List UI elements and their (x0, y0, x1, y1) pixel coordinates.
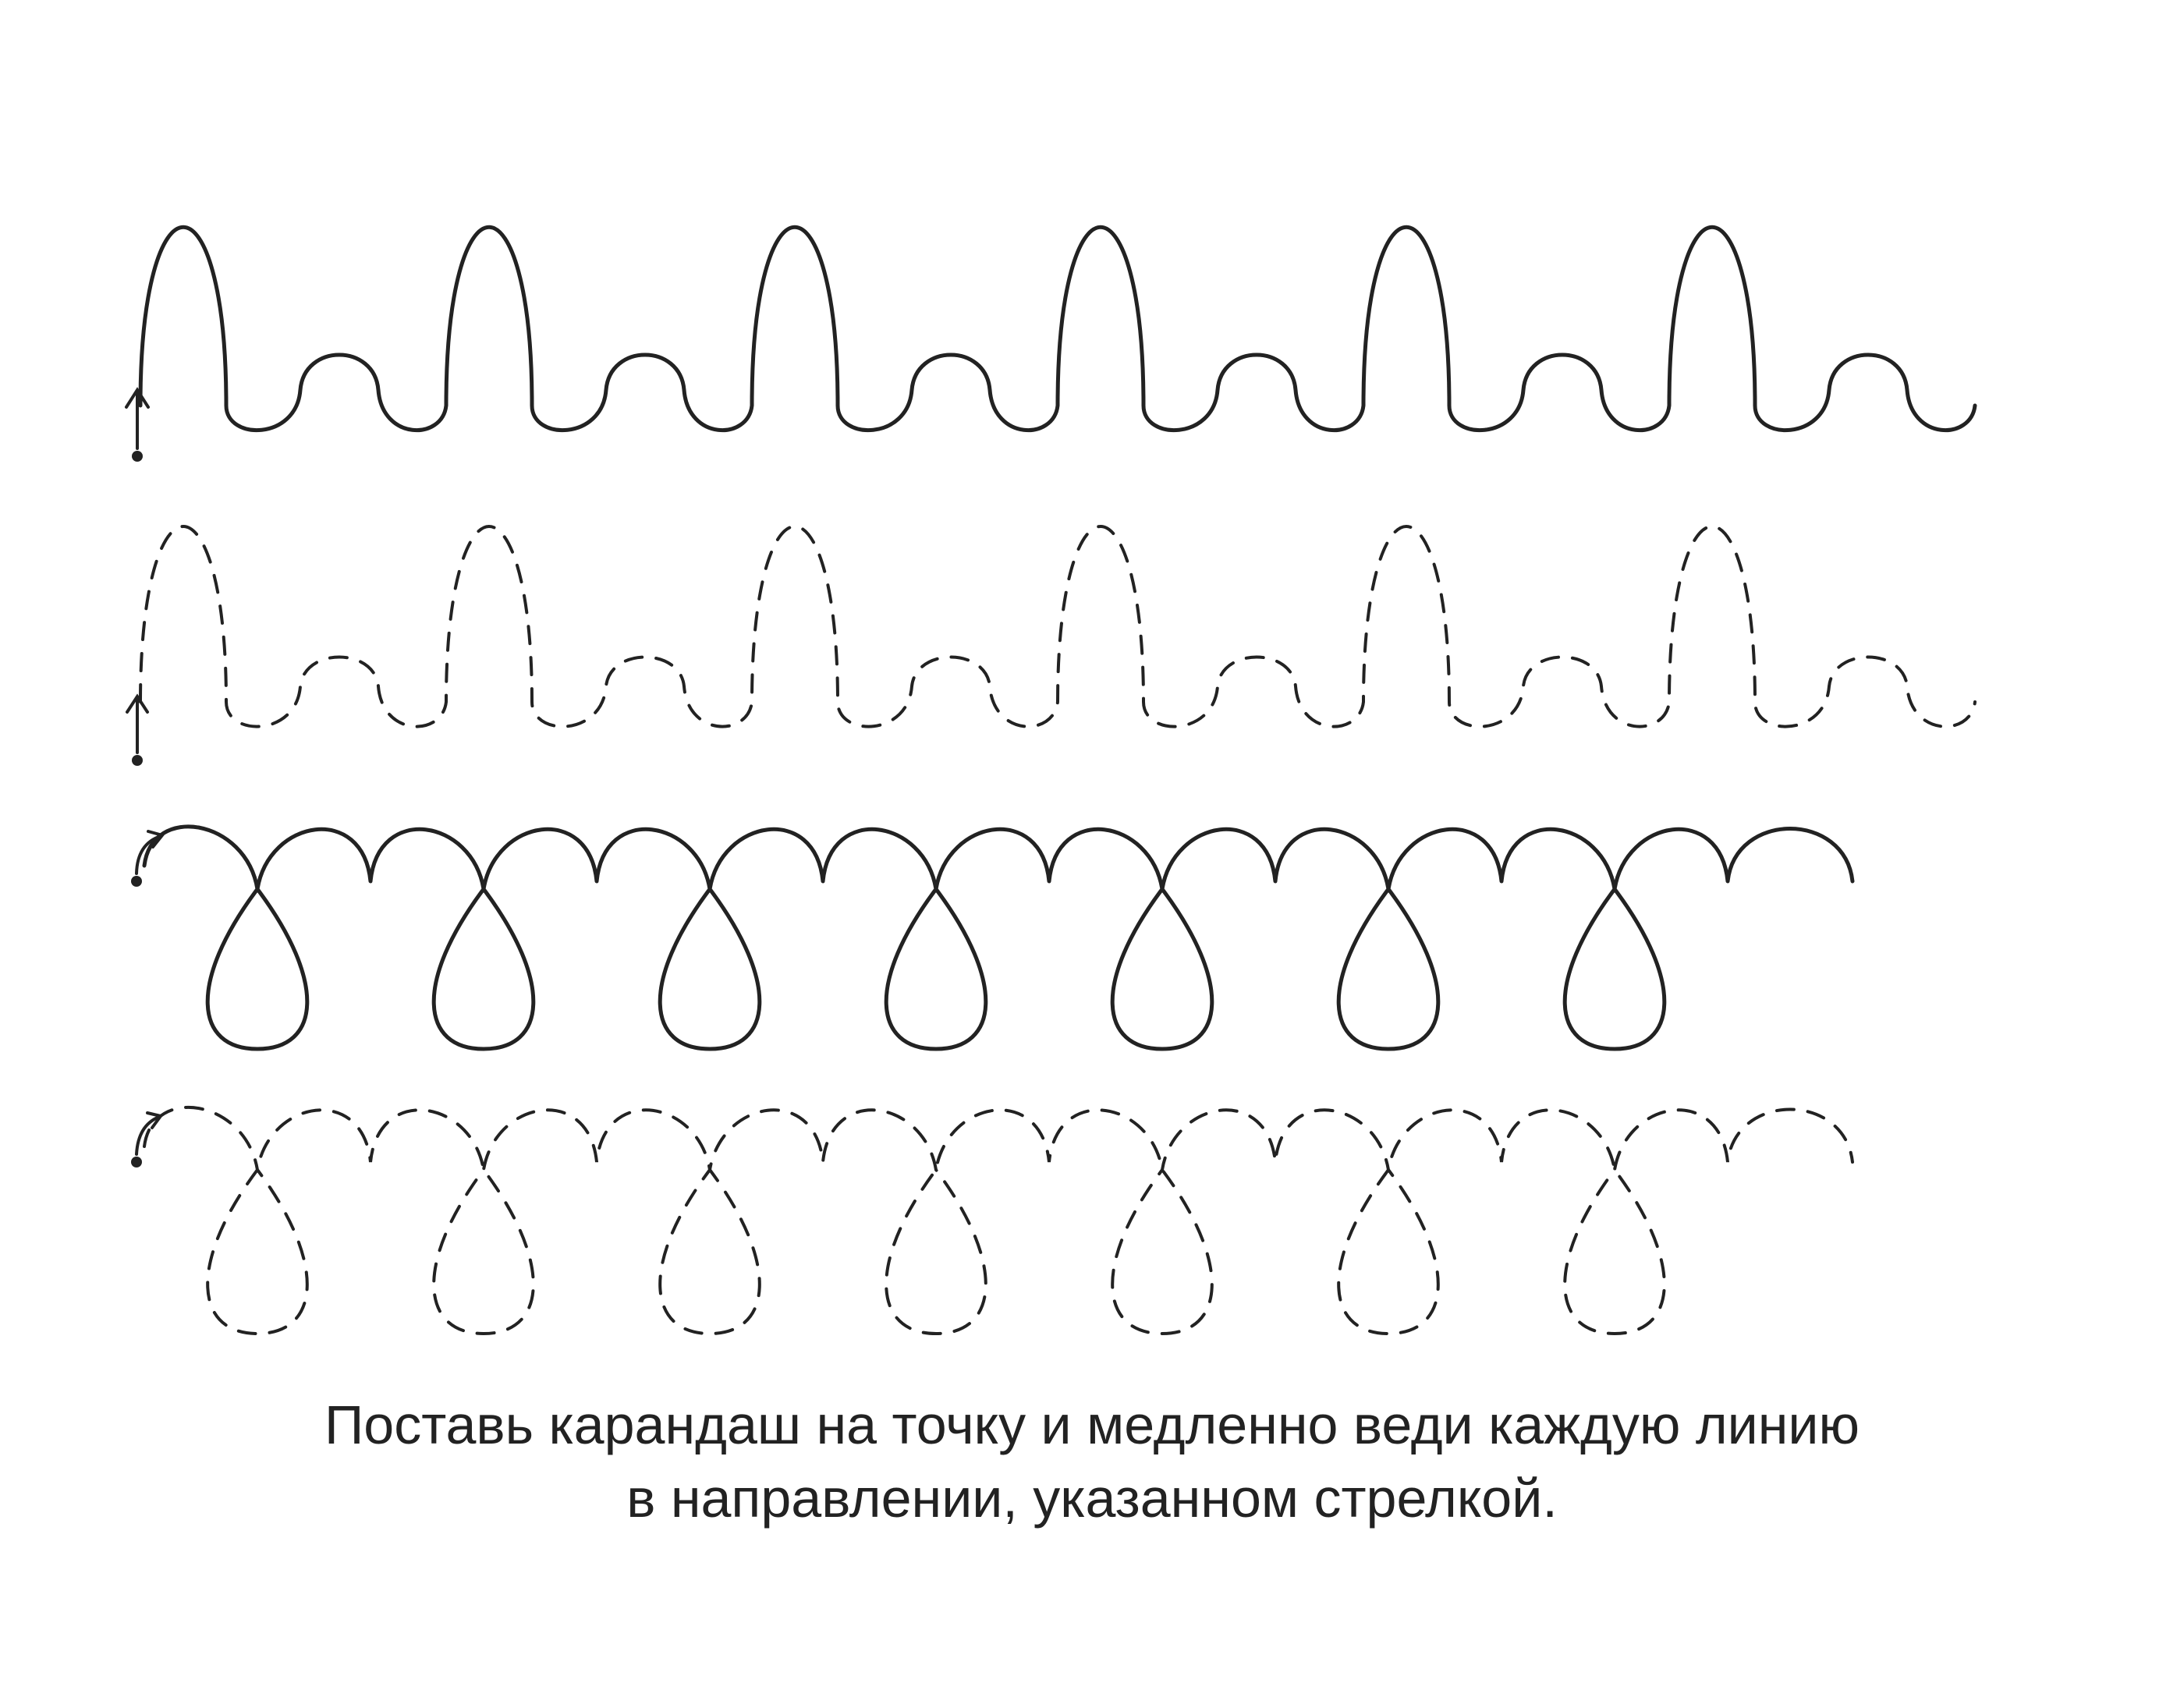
up-arrow-icon (126, 693, 149, 754)
row-2-dashed-waves (126, 525, 1977, 766)
wave-path-solid (138, 225, 1977, 433)
row-1-solid-waves (125, 225, 1977, 462)
start-dot (131, 876, 142, 887)
curved-arrow-icon (135, 1111, 164, 1156)
wave-path-dashed (139, 525, 1977, 728)
instruction-text-line-1: Поставь карандаш на точку и медленно вед… (324, 1394, 1860, 1455)
loop-path-solid (142, 824, 1855, 1051)
start-dot (132, 451, 143, 462)
row-3-solid-loops (131, 824, 1855, 1051)
start-dot (131, 1157, 142, 1167)
instruction-text-line-2: в направлении, указанном стрелкой. (626, 1468, 1558, 1529)
loop-path-dashed (143, 1105, 1854, 1336)
row-4-dashed-loops (131, 1105, 1854, 1336)
start-dot (132, 755, 143, 766)
up-arrow-icon (125, 387, 150, 450)
curved-arrow-icon (135, 830, 165, 875)
